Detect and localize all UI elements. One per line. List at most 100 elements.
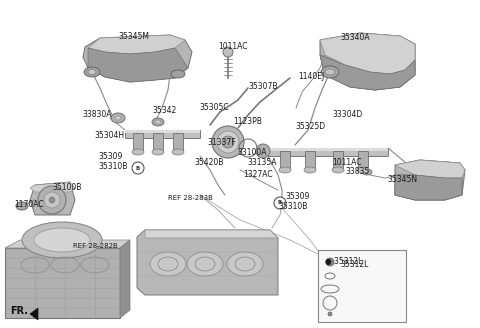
Polygon shape <box>333 151 343 168</box>
Polygon shape <box>125 130 200 133</box>
Polygon shape <box>395 175 462 200</box>
Text: 35307B: 35307B <box>248 82 277 91</box>
Ellipse shape <box>115 116 121 120</box>
Ellipse shape <box>88 70 96 74</box>
Polygon shape <box>395 160 465 178</box>
Text: 35325D: 35325D <box>295 122 325 131</box>
Polygon shape <box>320 33 415 90</box>
Text: 33835: 33835 <box>345 167 369 176</box>
Ellipse shape <box>325 69 335 75</box>
Polygon shape <box>88 48 188 82</box>
Text: 1011AC: 1011AC <box>332 158 361 167</box>
Text: 1011AC: 1011AC <box>218 42 248 51</box>
Ellipse shape <box>16 202 28 210</box>
Ellipse shape <box>187 252 223 276</box>
Text: 35345N: 35345N <box>387 175 417 184</box>
Ellipse shape <box>321 66 339 78</box>
Polygon shape <box>280 151 290 168</box>
Polygon shape <box>320 55 415 90</box>
Ellipse shape <box>84 67 100 77</box>
Polygon shape <box>5 240 130 248</box>
Polygon shape <box>30 182 75 215</box>
Text: 33135A: 33135A <box>247 158 276 167</box>
Polygon shape <box>5 248 120 318</box>
Ellipse shape <box>212 126 244 158</box>
Text: 1123PB: 1123PB <box>233 117 262 126</box>
Text: 33100A: 33100A <box>237 148 266 157</box>
Ellipse shape <box>150 252 186 276</box>
Text: 35312L: 35312L <box>340 260 368 269</box>
Text: B: B <box>278 200 282 206</box>
Ellipse shape <box>22 222 102 258</box>
Text: 1327AC: 1327AC <box>243 170 273 179</box>
Polygon shape <box>120 240 130 318</box>
Circle shape <box>274 197 286 209</box>
Text: 33830A: 33830A <box>82 110 111 119</box>
Polygon shape <box>137 230 278 295</box>
Ellipse shape <box>171 70 185 78</box>
Ellipse shape <box>357 167 369 173</box>
Polygon shape <box>125 130 200 138</box>
Polygon shape <box>395 160 465 178</box>
Ellipse shape <box>279 167 291 173</box>
Text: REF 28-283B: REF 28-283B <box>168 195 213 201</box>
Text: 35340A: 35340A <box>340 33 370 42</box>
Text: 1140EJ: 1140EJ <box>298 72 324 81</box>
Text: 1170AC: 1170AC <box>14 200 44 209</box>
Polygon shape <box>173 133 183 150</box>
Polygon shape <box>395 175 462 200</box>
Text: 35100B: 35100B <box>52 183 82 192</box>
Text: 35305C: 35305C <box>199 103 228 112</box>
Text: B: B <box>136 166 140 171</box>
Polygon shape <box>358 151 368 168</box>
Polygon shape <box>268 148 388 156</box>
Polygon shape <box>320 33 415 74</box>
Ellipse shape <box>256 144 270 158</box>
Polygon shape <box>320 33 415 74</box>
Ellipse shape <box>152 149 164 155</box>
Circle shape <box>132 162 144 174</box>
Ellipse shape <box>223 47 233 57</box>
Ellipse shape <box>362 169 372 175</box>
Text: 35310B: 35310B <box>98 162 127 171</box>
Ellipse shape <box>172 149 184 155</box>
Ellipse shape <box>227 252 263 276</box>
Text: 35309: 35309 <box>98 152 122 161</box>
Ellipse shape <box>49 197 55 203</box>
Text: REF 28-282B: REF 28-282B <box>73 243 118 249</box>
Ellipse shape <box>132 149 144 155</box>
Ellipse shape <box>34 228 90 252</box>
Polygon shape <box>145 230 278 238</box>
Bar <box>318 250 406 322</box>
Polygon shape <box>88 35 185 54</box>
Text: ● 35312L: ● 35312L <box>325 257 362 266</box>
Text: 35342: 35342 <box>152 106 176 115</box>
Polygon shape <box>83 35 192 82</box>
Polygon shape <box>30 308 38 320</box>
Polygon shape <box>305 151 315 168</box>
Text: 35304H: 35304H <box>94 131 124 140</box>
Polygon shape <box>153 133 163 150</box>
Ellipse shape <box>332 167 344 173</box>
Polygon shape <box>395 160 465 200</box>
Text: 35420B: 35420B <box>194 158 223 167</box>
Polygon shape <box>133 133 143 150</box>
Ellipse shape <box>326 258 334 266</box>
Text: 35345M: 35345M <box>118 32 149 41</box>
Ellipse shape <box>217 131 239 153</box>
Ellipse shape <box>44 192 60 208</box>
Ellipse shape <box>111 113 125 123</box>
Text: FR.: FR. <box>10 306 28 316</box>
Polygon shape <box>320 55 415 90</box>
Ellipse shape <box>304 167 316 173</box>
Ellipse shape <box>155 120 161 124</box>
Polygon shape <box>30 182 75 192</box>
Ellipse shape <box>222 136 234 148</box>
Ellipse shape <box>152 118 164 126</box>
Text: 35309: 35309 <box>285 192 310 201</box>
Polygon shape <box>268 148 388 151</box>
Ellipse shape <box>38 186 66 214</box>
Text: 35310B: 35310B <box>278 202 307 211</box>
Text: 33304D: 33304D <box>332 110 362 119</box>
Text: 31337F: 31337F <box>207 138 236 147</box>
